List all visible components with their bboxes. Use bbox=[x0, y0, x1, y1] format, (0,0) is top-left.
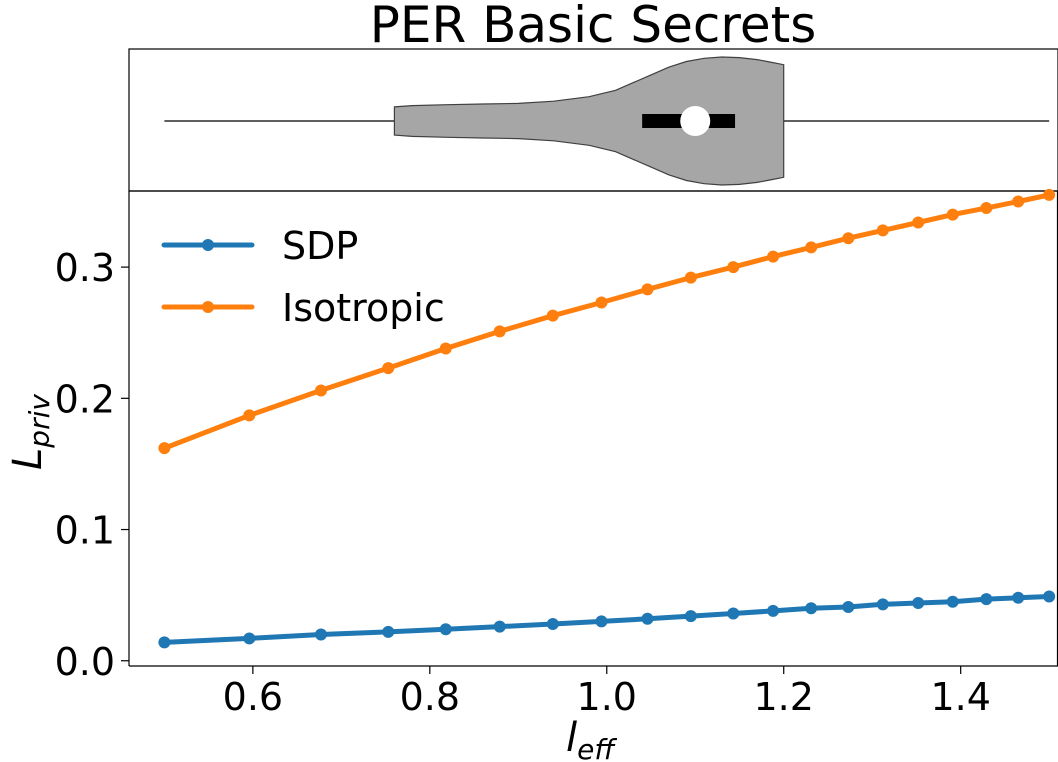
data-point-isotropic bbox=[912, 216, 925, 229]
data-point-sdp bbox=[842, 600, 855, 613]
x-axis-label-main: l bbox=[566, 715, 577, 761]
data-point-sdp bbox=[493, 620, 506, 633]
y-tick-label: 0.1 bbox=[55, 509, 115, 553]
data-point-isotropic bbox=[493, 325, 506, 338]
legend-sdp-marker bbox=[202, 239, 214, 251]
x-tick-label: 1.4 bbox=[930, 675, 990, 719]
violin-body bbox=[393, 56, 785, 186]
x-tick-label: 0.6 bbox=[223, 675, 283, 719]
data-point-isotropic bbox=[842, 232, 855, 245]
data-point-isotropic bbox=[980, 202, 993, 215]
data-point-isotropic bbox=[684, 271, 697, 284]
data-point-sdp bbox=[382, 625, 395, 638]
data-point-sdp bbox=[980, 593, 993, 606]
data-point-isotropic bbox=[382, 362, 395, 375]
y-axis-label: Lpriv bbox=[5, 394, 56, 470]
data-point-sdp bbox=[684, 610, 697, 623]
main-plot-panel: 0.6 0.8 1.0 1.2 1.4 0.0 0.1 0.2 0.3 bbox=[55, 188, 1058, 719]
data-point-isotropic bbox=[243, 409, 256, 422]
y-axis-label-subscript: priv bbox=[23, 394, 56, 449]
data-point-isotropic bbox=[439, 342, 452, 355]
data-point-isotropic bbox=[1043, 188, 1056, 201]
y-axis-label-main: L bbox=[5, 448, 51, 470]
data-point-isotropic bbox=[805, 241, 818, 254]
x-axis-label: leff bbox=[566, 715, 617, 762]
data-point-sdp bbox=[243, 632, 256, 645]
data-point-sdp bbox=[1012, 591, 1025, 604]
data-point-isotropic bbox=[546, 309, 559, 322]
legend: SDP Isotropic bbox=[161, 224, 445, 330]
y-tick-label: 0.3 bbox=[55, 246, 115, 290]
data-point-sdp bbox=[767, 604, 780, 617]
data-point-isotropic bbox=[767, 250, 780, 263]
data-point-isotropic bbox=[727, 261, 740, 274]
data-point-isotropic bbox=[876, 224, 889, 237]
data-point-sdp bbox=[727, 607, 740, 620]
y-tick-label: 0.2 bbox=[55, 377, 115, 421]
data-point-sdp bbox=[158, 636, 171, 649]
data-point-sdp bbox=[595, 615, 608, 628]
legend-sdp-label: SDP bbox=[282, 224, 358, 268]
legend-isotropic-marker bbox=[202, 301, 214, 313]
data-point-isotropic bbox=[946, 208, 959, 221]
data-point-isotropic bbox=[314, 384, 327, 397]
data-point-sdp bbox=[1043, 590, 1056, 603]
data-point-sdp bbox=[876, 598, 889, 611]
data-point-isotropic bbox=[595, 296, 608, 309]
x-axis-ticks: 0.6 0.8 1.0 1.2 1.4 bbox=[223, 666, 991, 719]
x-tick-label: 0.8 bbox=[400, 675, 460, 719]
legend-isotropic-label: Isotropic bbox=[282, 286, 445, 330]
series-layer bbox=[158, 188, 1056, 649]
data-point-sdp bbox=[314, 628, 327, 641]
y-axis-ticks: 0.0 0.1 0.2 0.3 bbox=[55, 246, 129, 684]
data-point-isotropic bbox=[158, 442, 171, 455]
x-tick-label: 1.0 bbox=[577, 675, 637, 719]
data-point-sdp bbox=[641, 612, 654, 625]
violin-panel bbox=[128, 48, 1058, 192]
data-point-sdp bbox=[805, 602, 818, 615]
data-point-sdp bbox=[546, 618, 559, 631]
data-point-sdp bbox=[912, 597, 925, 610]
data-point-isotropic bbox=[1012, 195, 1025, 208]
data-point-sdp bbox=[439, 623, 452, 636]
y-tick-label: 0.0 bbox=[55, 640, 115, 684]
x-axis-label-subscript: eff bbox=[577, 733, 617, 762]
x-tick-label: 1.2 bbox=[754, 675, 814, 719]
data-point-sdp bbox=[946, 595, 959, 608]
violin-median-marker bbox=[680, 106, 711, 136]
chart-title: PER Basic Secrets bbox=[370, 0, 817, 54]
data-point-isotropic bbox=[641, 283, 654, 296]
